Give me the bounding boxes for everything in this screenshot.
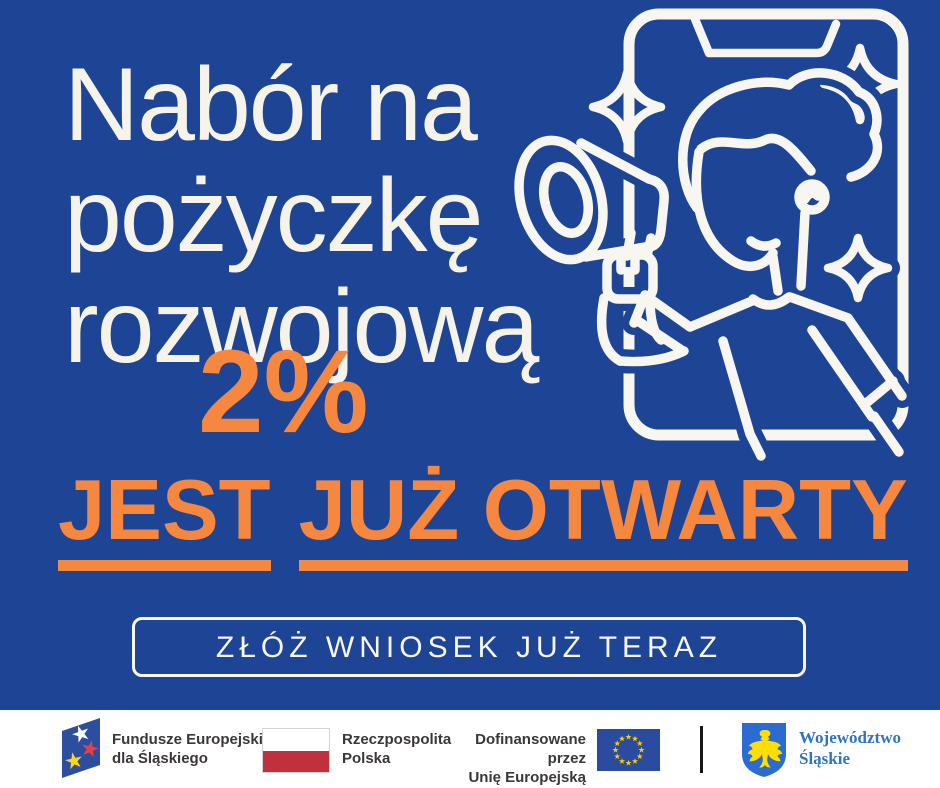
sparkle-icon bbox=[588, 68, 666, 146]
headline-line-1: Nabór na bbox=[64, 47, 478, 163]
neck-right bbox=[796, 208, 810, 291]
forearm-inner bbox=[645, 294, 666, 345]
upper-arm bbox=[615, 346, 689, 367]
mouth bbox=[746, 236, 781, 251]
sparkle-icon bbox=[819, 43, 901, 125]
collar bbox=[748, 292, 794, 310]
megaphone-bell-inner bbox=[538, 162, 594, 238]
poland-flag-icon bbox=[262, 728, 330, 773]
silesian-eagle bbox=[747, 730, 783, 768]
arm-right-inner bbox=[807, 325, 877, 422]
poland-label-line2: Polska bbox=[342, 750, 391, 767]
megaphone-back bbox=[640, 174, 669, 252]
knuckles bbox=[616, 253, 640, 275]
fist bbox=[602, 250, 658, 304]
status-headline: JEST JUŻ OTWARTY bbox=[58, 468, 908, 571]
ear bbox=[794, 179, 830, 215]
forearm-outer bbox=[596, 293, 625, 366]
illustration-casing bbox=[507, 61, 914, 468]
region-label-line2: Śląskie bbox=[799, 749, 851, 768]
megaphone-handle bbox=[622, 228, 656, 261]
shoulder-right bbox=[785, 292, 853, 323]
megaphone-top bbox=[576, 138, 654, 184]
poland-flag-red-stripe bbox=[263, 750, 329, 772]
cofunded-label-line2: Unię Europejską bbox=[468, 769, 586, 786]
torso-edge bbox=[718, 336, 766, 461]
logos-footer: Fundusze Europejskie dla Śląskiego Rzecz… bbox=[0, 710, 940, 788]
eu-funds-flag-icon bbox=[62, 718, 100, 778]
eu-funds-label: Fundusze Europejskie dla Śląskiego bbox=[112, 730, 271, 768]
eu-funds-label-line1: Fundusze Europejskie bbox=[112, 731, 272, 748]
shoulder-left bbox=[685, 296, 757, 332]
cuff-right bbox=[859, 376, 898, 410]
eu-funds-label-line2: dla Śląskiego bbox=[112, 750, 208, 767]
status-words-juz-otwarty: JUŻ OTWARTY bbox=[298, 468, 908, 571]
region-label-line1: Województwo bbox=[799, 728, 901, 747]
headline-line-3: rozwojową bbox=[64, 269, 539, 385]
headline-line-2: pożyczkę bbox=[64, 158, 484, 274]
neck-left bbox=[768, 252, 783, 296]
region-label: Województwo Śląskie bbox=[799, 727, 901, 769]
cofunded-label: Dofinansowane przez Unię Europejską bbox=[436, 730, 586, 787]
phone-notch-icon bbox=[690, 14, 841, 58]
sleeve-top bbox=[640, 290, 695, 332]
face-outline bbox=[691, 147, 778, 272]
poland-label-line1: Rzeczpospolita bbox=[342, 731, 452, 748]
phone-frame-icon bbox=[623, 8, 909, 441]
person-and-megaphone bbox=[514, 68, 907, 461]
rate-text: 2% bbox=[198, 326, 369, 458]
arm-right-outer bbox=[843, 313, 907, 401]
hair-outline bbox=[678, 68, 883, 213]
poland-label: Rzeczpospolita Polska bbox=[342, 730, 451, 768]
silesia-shield-icon bbox=[742, 723, 786, 777]
cta-button[interactable]: ZŁÓŻ WNIOSEK JUŻ TERAZ bbox=[132, 617, 806, 677]
hair-fringe bbox=[696, 133, 816, 176]
sparkle-icon bbox=[823, 233, 893, 303]
sleeve-bottom bbox=[633, 316, 688, 356]
footer-divider bbox=[700, 726, 703, 773]
megaphone-bottom bbox=[581, 242, 650, 262]
ear-inner bbox=[800, 188, 823, 204]
eu-flag-icon bbox=[597, 729, 660, 771]
cofunded-label-line1: Dofinansowane przez bbox=[475, 731, 586, 767]
status-word-jest: JEST bbox=[58, 468, 271, 571]
headline: Nabór na pożyczkę rozwojową bbox=[64, 47, 539, 385]
forearm-right bbox=[869, 411, 904, 457]
sleeve-band bbox=[629, 290, 650, 328]
